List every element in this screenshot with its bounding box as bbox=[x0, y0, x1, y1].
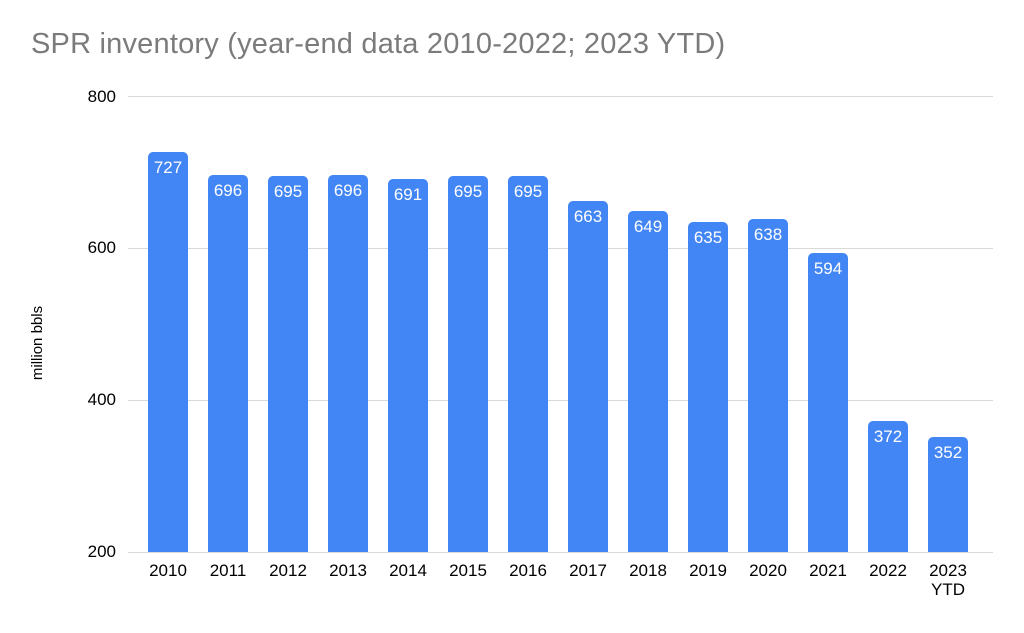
x-tick-label-2017: 2017 bbox=[569, 561, 607, 580]
x-tick-label-2016: 2016 bbox=[509, 561, 547, 580]
y-tick-label-800: 800 bbox=[87, 86, 116, 106]
bar-value-label-2022: 372 bbox=[873, 427, 903, 447]
x-tick-label-2020: 2020 bbox=[749, 561, 787, 580]
x-tick-label-2018: 2018 bbox=[629, 561, 667, 580]
bar-2023 bbox=[928, 436, 968, 552]
bar-value-label-2016: 695 bbox=[513, 182, 543, 202]
chart-title: SPR inventory (year-end data 2010-2022; … bbox=[31, 28, 726, 60]
bar-2014 bbox=[388, 179, 428, 552]
bar-2022 bbox=[868, 421, 908, 552]
bar-value-label-2017: 663 bbox=[573, 206, 603, 226]
x-tick-label-2010: 2010 bbox=[149, 561, 187, 580]
x-tick-label-2012: 2012 bbox=[269, 561, 307, 580]
bar-2011 bbox=[208, 175, 248, 552]
bar-2013 bbox=[328, 175, 368, 552]
gridline-y-200 bbox=[128, 551, 993, 553]
bar-2015 bbox=[448, 176, 488, 552]
y-axis-title: million bbls bbox=[29, 305, 46, 381]
bar-value-label-2018: 649 bbox=[633, 217, 663, 237]
bar-value-label-2019: 635 bbox=[693, 227, 723, 247]
x-tick-label-2021: 2021 bbox=[809, 561, 847, 580]
x-tick-label-2022: 2022 bbox=[869, 561, 907, 580]
x-tick-label-2013: 2013 bbox=[329, 561, 367, 580]
bar-value-label-2010: 727 bbox=[153, 157, 183, 177]
bar-value-label-2023: 352 bbox=[933, 442, 963, 462]
x-tick-label-2014: 2014 bbox=[389, 561, 427, 580]
bar-value-label-2013: 696 bbox=[333, 181, 363, 201]
bar-2017 bbox=[568, 200, 608, 552]
bar-value-label-2021: 594 bbox=[813, 258, 843, 278]
gridline-y-400 bbox=[128, 399, 993, 401]
bar-2016 bbox=[508, 176, 548, 552]
bar-2019 bbox=[688, 221, 728, 552]
y-tick-label-400: 400 bbox=[87, 390, 116, 410]
x-tick-label-2011: 2011 bbox=[209, 561, 247, 580]
bar-value-label-2020: 638 bbox=[753, 225, 783, 245]
bar-2021 bbox=[808, 252, 848, 552]
x-tick-label-2015: 2015 bbox=[449, 561, 487, 580]
bar-2012 bbox=[268, 176, 308, 552]
y-tick-label-200: 200 bbox=[87, 542, 116, 561]
bar-value-label-2012: 695 bbox=[273, 182, 303, 202]
bar-value-label-2015: 695 bbox=[453, 182, 483, 202]
bar-value-label-2011: 696 bbox=[213, 181, 243, 201]
bar-2020 bbox=[748, 219, 788, 552]
x-tick-label-2019: 2019 bbox=[689, 561, 727, 580]
x-tick-label-2023: 2023 YTD bbox=[929, 561, 967, 599]
bar-2018 bbox=[628, 211, 668, 552]
y-tick-label-600: 600 bbox=[87, 238, 116, 258]
gridline-y-600 bbox=[128, 247, 993, 249]
bar-2010 bbox=[148, 151, 188, 552]
gridline-y-800 bbox=[128, 96, 993, 97]
bar-value-label-2014: 691 bbox=[393, 185, 423, 205]
